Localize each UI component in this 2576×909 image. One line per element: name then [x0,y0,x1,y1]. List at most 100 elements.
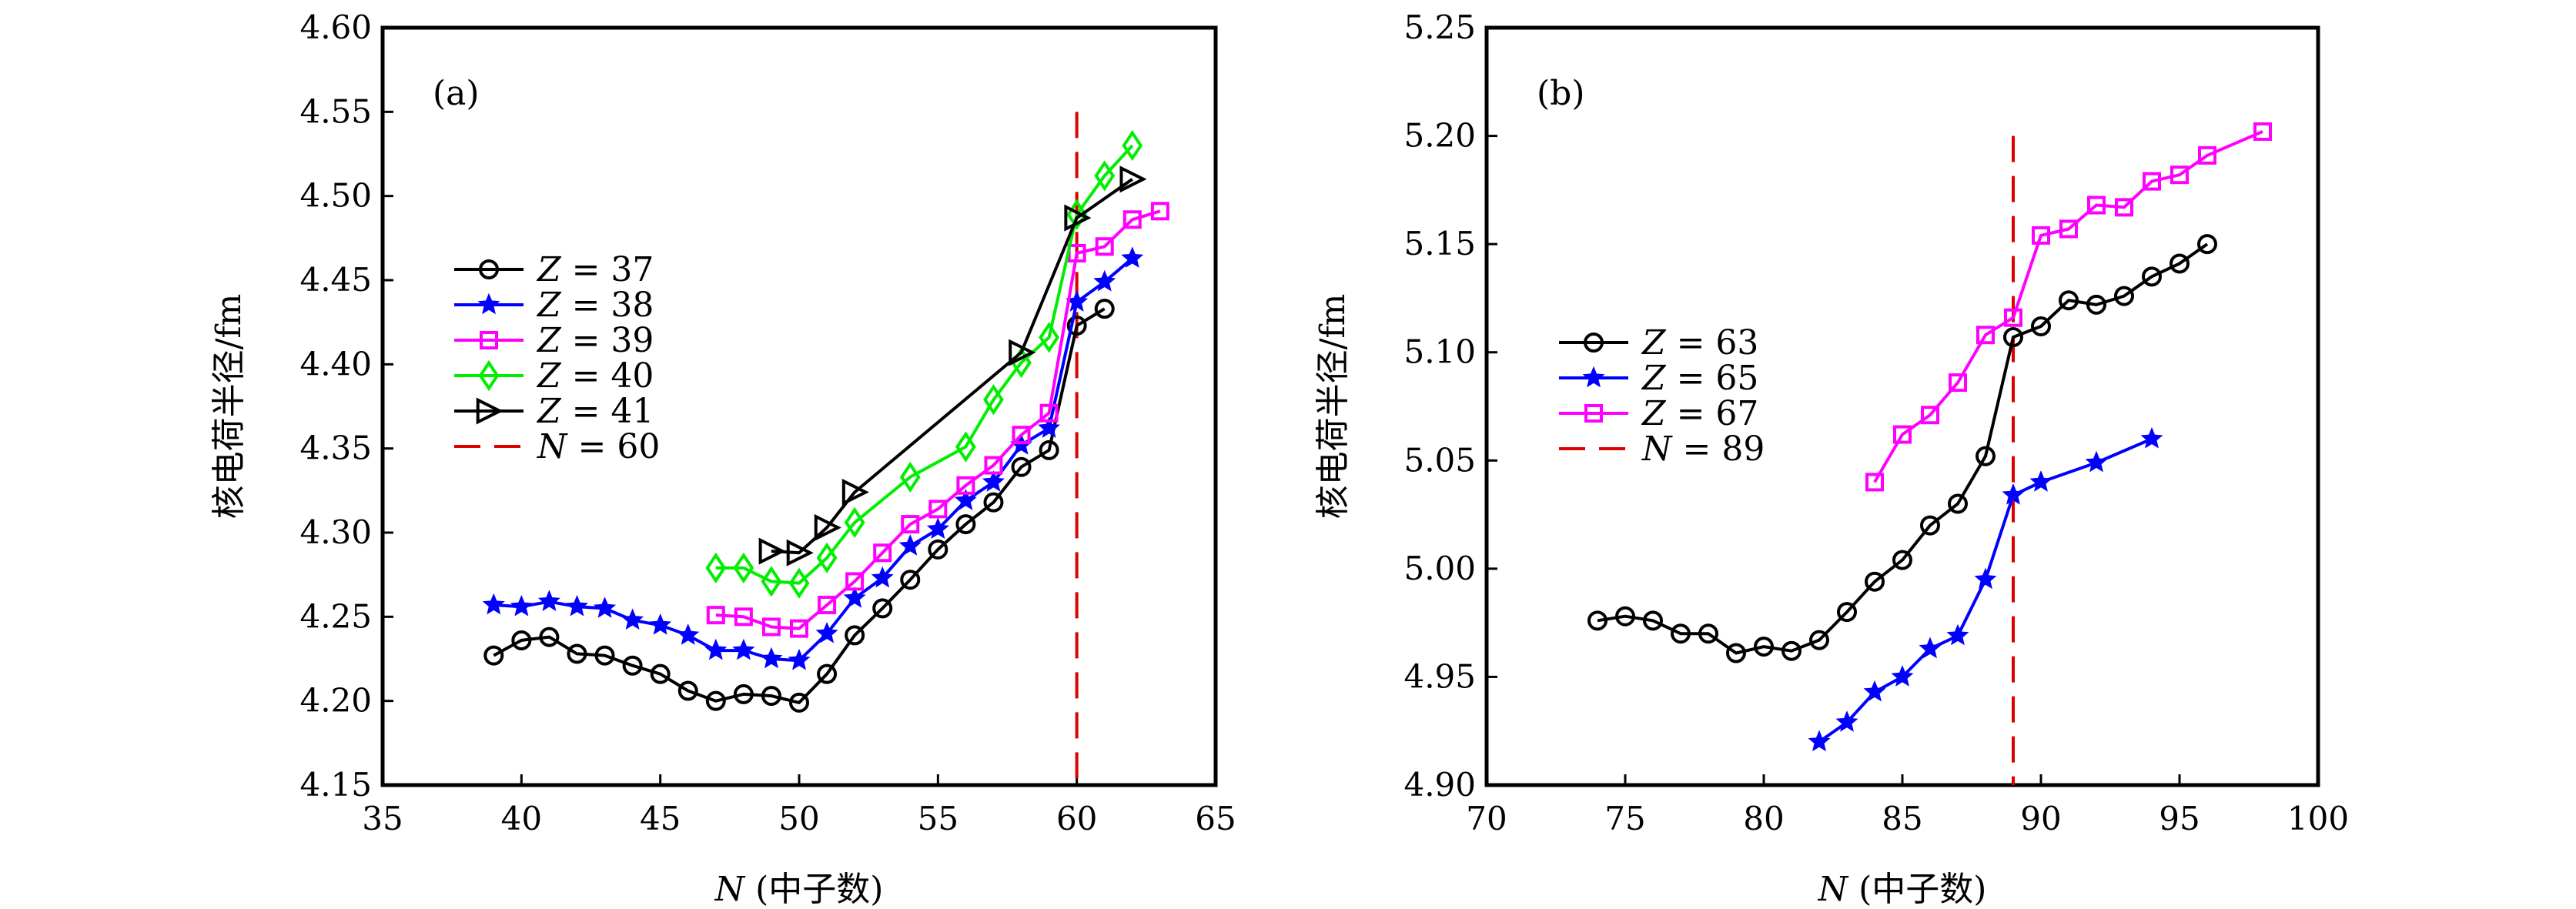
data-point-triangle-right [1009,339,1036,366]
legend-label-var: Z [1641,359,1667,398]
x-tick-label: 60 [1056,800,1097,837]
x-tick-label: 65 [1195,800,1236,837]
x-tick-label: 55 [918,800,958,837]
legend-item: Z = 41 [454,392,654,431]
data-point-circle [1809,630,1829,650]
data-point-star [2140,426,2163,449]
series-Z-37 [483,299,1115,713]
x-tick-label: 80 [1743,800,1784,837]
data-point-circle [1837,602,1857,623]
data-point-circle [511,630,532,650]
panel-label: (a) [433,74,480,113]
data-point-diamond [733,552,754,584]
data-point-star [649,613,672,635]
data-point-square [984,456,1003,475]
y-tick-label: 4.50 [299,177,372,215]
data-point-star [1919,637,1942,659]
data-point-circle [1975,446,1996,466]
data-point-circle [2170,253,2190,274]
panel-b: 70 75 80 85 90 95 100 4.90 4.95 5.00 5.05 5.10 5.15 5… [1313,8,2349,909]
data-point-circle [1615,606,1635,627]
data-point-star [510,595,533,617]
data-point-star [1946,623,1969,646]
legend-label: Z = 39 [536,321,654,360]
data-point-circle [2197,234,2217,255]
legend-label: N = 89 [1641,429,1765,469]
data-point-star [565,595,588,617]
data-point-square [790,619,808,638]
x-tick-label: 70 [1466,800,1507,837]
data-point-circle [1039,439,1059,460]
data-point-circle [1865,571,1885,592]
data-point-circle [872,598,893,619]
data-point-star [982,470,1005,492]
data-point-square [928,500,948,519]
data-point-circle [955,514,976,535]
data-point-diamond [788,567,810,599]
legend-marker-square [1584,404,1603,423]
x-axis-title: N (中子数) [1818,870,1987,909]
legend: Z = 37Z = 38Z = 39Z = 40Z = 41N = 60 [454,250,660,466]
legend-item: N = 89 [1559,429,1765,469]
data-point-circle [539,627,560,647]
panel-a: 35 40 45 50 55 60 65 4.15 4.20 4.25 4.30 4.35 4.40 4.… [209,8,1236,909]
y-tick-label: 4.15 [299,766,372,804]
data-point-circle [983,492,1004,513]
data-point-triangle-right [1064,204,1092,232]
data-point-circle [1066,316,1087,336]
legend-label-var: Z [536,356,562,396]
legend-item: Z = 65 [1559,359,1758,398]
data-point-star [1974,567,1997,590]
series-line [715,144,1134,585]
y-tick-label: 5.05 [1403,441,1476,479]
y-axis-title: 核电荷半径/fm [1313,294,1353,520]
data-point-square [2143,172,2161,191]
series-Z-39 [706,202,1169,638]
x-axis-title: N (中子数) [714,870,884,909]
plot-frame [380,25,1218,787]
data-point-star [704,638,728,660]
data-point-triangle-right [841,478,869,506]
data-point-circle [622,655,643,676]
data-point-diamond [844,506,865,538]
legend-label-value: = 39 [561,321,654,360]
data-point-star [621,608,644,630]
y-tick-label: 4.40 [299,345,372,383]
data-point-diamond [1094,160,1116,192]
data-point-circle [1671,623,1691,644]
legend-label-var: Z [536,250,562,289]
data-point-square [2087,196,2106,215]
y-tick-label: 4.25 [299,597,372,635]
data-point-circle [789,692,809,713]
y-tick-label: 4.60 [299,8,372,46]
data-point-square [901,515,920,534]
data-point-star [482,593,505,615]
series-Z-67 [1865,122,2272,492]
y-tick-label: 4.35 [299,429,372,467]
y-tick-label: 4.45 [299,261,372,299]
data-point-star [732,638,755,660]
data-point-circle [2059,290,2079,311]
data-point-square [1150,202,1169,221]
legend-label-value: = 41 [561,392,654,431]
legend-label-var: Z [1641,323,1667,363]
data-point-diamond [761,566,782,597]
data-point-circle [567,643,587,664]
data-point-circle [900,570,921,590]
series-line [715,209,1161,630]
data-point-circle [594,645,615,666]
data-point-star [594,597,617,618]
x-tick-label: 40 [501,800,542,837]
data-point-square [2115,198,2133,217]
data-point-star [2002,483,2025,505]
data-point-square [2198,145,2216,165]
data-point-square [1893,425,1912,444]
data-point-triangle-right [1119,165,1147,193]
data-point-diamond [899,461,921,493]
legend-label-var: Z [536,392,562,431]
legend-item: Z = 39 [454,321,654,360]
data-point-square [1012,426,1031,445]
data-point-circle [2003,327,2023,348]
data-point-circle [650,663,671,684]
